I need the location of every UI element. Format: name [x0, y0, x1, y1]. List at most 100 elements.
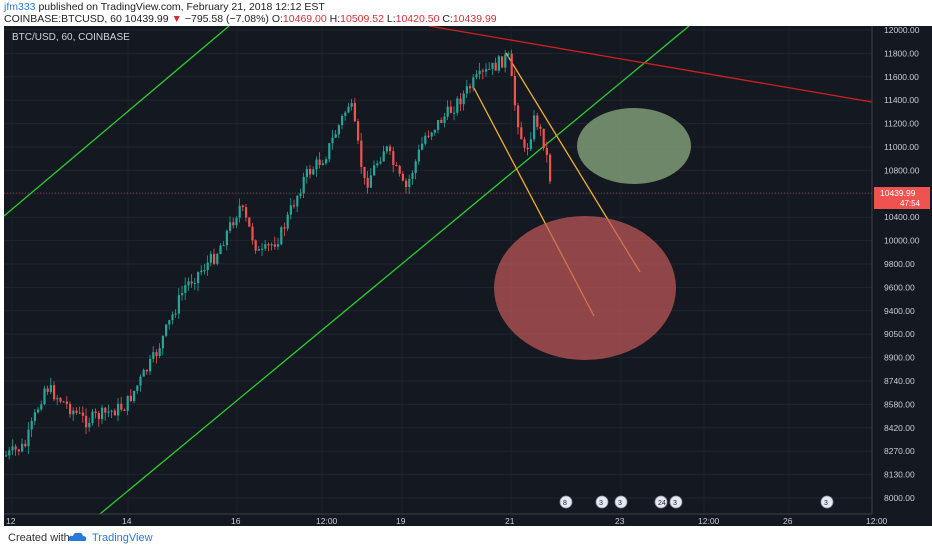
publish-info: published on TradingView.com, February 2… — [38, 1, 325, 13]
candle-body — [72, 410, 75, 415]
candle-body — [40, 404, 43, 410]
price-tag-label: 10439.99 — [880, 188, 916, 198]
candle-body — [142, 369, 145, 377]
countdown-label: 47:54 — [900, 199, 921, 208]
candle-body — [43, 388, 46, 405]
candle-body — [277, 244, 280, 247]
y-tick-label: 8130.00 — [884, 470, 915, 480]
candle-body — [229, 222, 232, 231]
quote-line: COINBASE:BTCUSD, 60 10439.99 ▼ −795.58 (… — [4, 13, 497, 25]
candle-body — [430, 132, 433, 137]
candle-body — [184, 285, 187, 293]
candle-body — [261, 248, 264, 250]
candle-body — [187, 281, 190, 286]
candle-body — [350, 103, 353, 107]
event-flag-icon — [614, 495, 628, 509]
candle-body — [145, 369, 148, 372]
y-tick-label: 12000.00 — [884, 26, 920, 35]
author-link[interactable]: jfm333 — [4, 1, 36, 13]
tradingview-brand[interactable]: TradingView — [92, 532, 153, 544]
candle-body — [78, 412, 81, 414]
candle-body — [283, 227, 286, 229]
candle-body — [17, 449, 20, 452]
candle-body — [123, 409, 126, 411]
candle-body — [264, 244, 267, 249]
candle-body — [315, 159, 318, 170]
candle-body — [369, 175, 372, 188]
x-tick-label: 19 — [396, 516, 406, 526]
candle-body — [181, 292, 184, 296]
candle-body — [443, 116, 446, 123]
x-tick-label: 12:00 — [316, 516, 338, 526]
price-chart[interactable]: 12000.00 11800.00 11600.00 11400.00 11200.00… — [4, 26, 932, 526]
candle-body — [363, 166, 366, 178]
candle-body — [318, 159, 321, 165]
price-tag-box — [874, 187, 930, 209]
candle-body — [373, 165, 376, 176]
symbol-label: COINBASE:BTCUSD, 60 — [4, 13, 122, 25]
candle-body — [280, 227, 283, 245]
candle-body — [469, 86, 472, 89]
candle-body — [158, 348, 161, 357]
x-tick-label: 12:00 — [698, 516, 720, 526]
candle-body — [357, 121, 360, 141]
candle-body — [293, 205, 296, 207]
y-tick-label: 8270.00 — [884, 446, 915, 456]
event-badge-label: 3 — [599, 500, 603, 507]
candle-body — [481, 70, 484, 72]
candle-body — [190, 281, 193, 284]
event-flag-icon — [669, 495, 683, 509]
candle-body — [30, 420, 33, 430]
candle-body — [529, 139, 532, 150]
candle-body — [360, 140, 363, 167]
candle-body — [501, 56, 504, 68]
candle-body — [510, 53, 513, 77]
close-label: C: — [442, 13, 453, 25]
created-with-label: Created with — [8, 532, 70, 544]
candle-body — [251, 226, 254, 241]
candle-body — [104, 407, 107, 413]
event-flag-icon — [595, 495, 609, 509]
y-tick-label: 11600.00 — [884, 72, 919, 82]
candle-body — [14, 446, 17, 450]
candle-body — [24, 443, 27, 447]
candle-body — [433, 129, 436, 133]
candle-body — [5, 455, 8, 457]
candle-body — [139, 376, 142, 386]
candle-body — [440, 119, 443, 123]
event-badge-label: 3 — [673, 500, 677, 507]
candle-body — [344, 112, 347, 116]
candle-body — [91, 411, 94, 423]
x-axis-band — [4, 514, 932, 526]
candle-body — [520, 127, 523, 140]
y-tick-label: 9050.00 — [884, 329, 915, 339]
target-zone-green — [577, 108, 691, 184]
candle-body — [478, 70, 481, 75]
lower-channel-line — [99, 26, 690, 515]
candle-body — [302, 177, 305, 194]
candle-body — [193, 283, 196, 285]
chart-area[interactable]: 12000.00 11800.00 11600.00 11400.00 11200.00… — [4, 26, 932, 526]
candle-body — [549, 154, 552, 182]
y-tick-label: 11800.00 — [884, 48, 919, 58]
x-tick-label: 16 — [231, 516, 241, 526]
candle-body — [449, 106, 452, 113]
candle-body — [165, 324, 168, 336]
candle-body — [504, 54, 507, 68]
y-tick-label: 8000.00 — [884, 493, 915, 503]
down-arrow-icon: ▼ — [171, 13, 182, 25]
candle-body — [305, 168, 308, 178]
candle-body — [488, 68, 491, 70]
candle-body — [203, 270, 206, 272]
candle-body — [395, 164, 398, 166]
candle-body — [328, 143, 331, 160]
candle-body — [225, 230, 228, 246]
candle-body — [507, 53, 510, 55]
x-tick-label: 14 — [122, 516, 132, 526]
candle-body — [155, 352, 158, 357]
x-tick-label: 23 — [615, 516, 625, 526]
candle-body — [161, 335, 164, 349]
y-tick-label: 10800.00 — [884, 165, 920, 175]
candle-body — [273, 244, 276, 247]
y-tick-label: 9800.00 — [884, 259, 915, 269]
